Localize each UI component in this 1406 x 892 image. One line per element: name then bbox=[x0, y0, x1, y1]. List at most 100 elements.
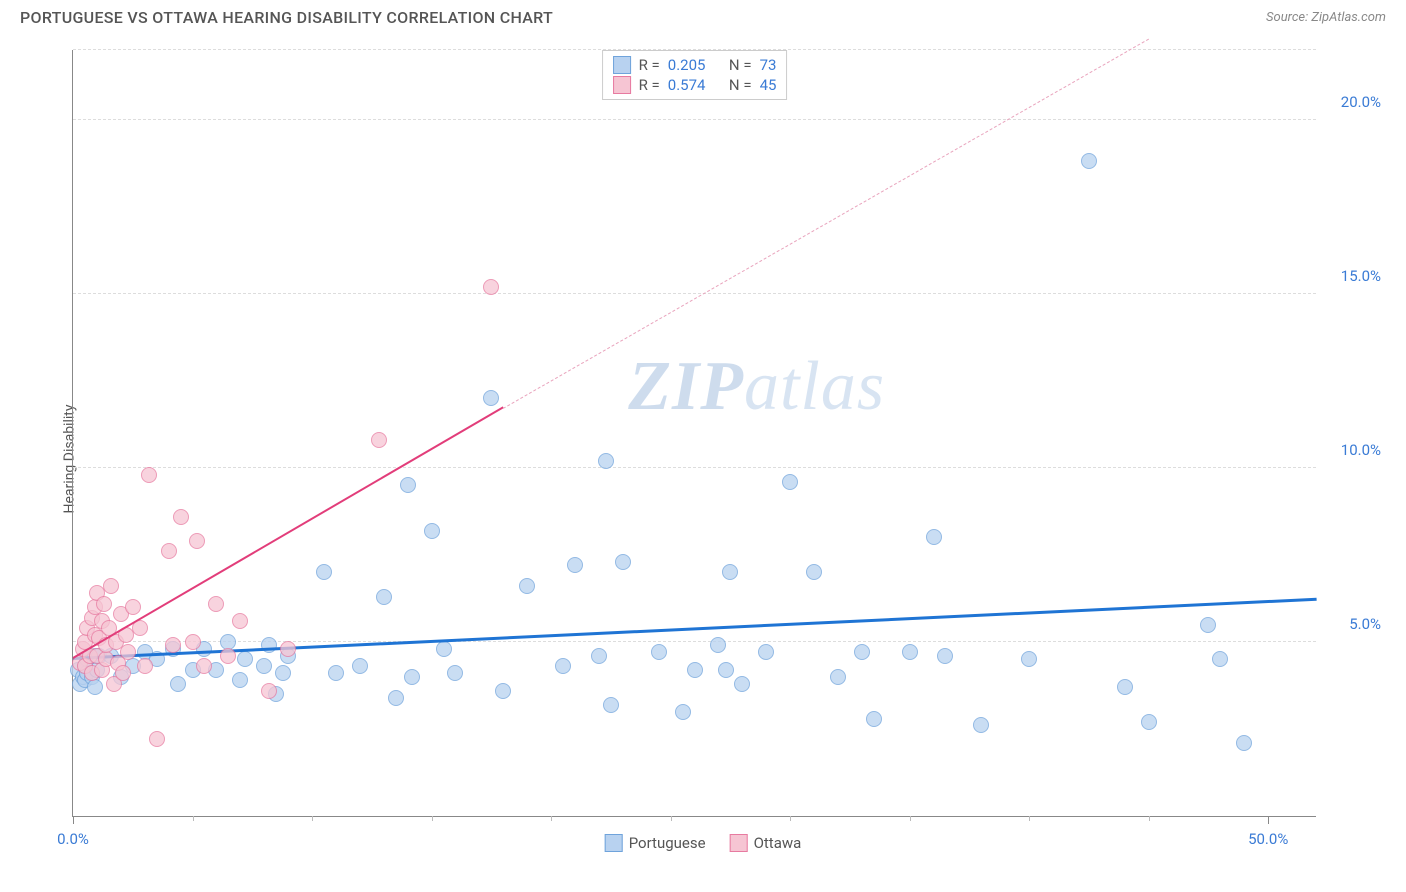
data-point bbox=[782, 474, 798, 490]
data-point bbox=[125, 599, 141, 615]
x-tick-minor bbox=[1149, 816, 1150, 821]
data-point bbox=[1141, 714, 1157, 730]
data-point bbox=[1021, 651, 1037, 667]
x-tick-minor bbox=[790, 816, 791, 821]
source-label: Source: ZipAtlas.com bbox=[1266, 10, 1386, 25]
data-point bbox=[388, 690, 404, 706]
data-point bbox=[675, 704, 691, 720]
x-tick-minor bbox=[551, 816, 552, 821]
r-value: 0.205 bbox=[668, 56, 706, 74]
data-point bbox=[722, 564, 738, 580]
legend-item: Portuguese bbox=[605, 834, 706, 852]
data-point bbox=[161, 543, 177, 559]
data-point bbox=[208, 596, 224, 612]
data-point bbox=[806, 564, 822, 580]
data-point bbox=[424, 523, 440, 539]
data-point bbox=[598, 453, 614, 469]
gridline bbox=[73, 119, 1316, 120]
data-point bbox=[447, 665, 463, 681]
gridline bbox=[73, 641, 1316, 642]
gridline bbox=[73, 293, 1316, 294]
data-point bbox=[436, 641, 452, 657]
data-point bbox=[603, 697, 619, 713]
legend-stat-row: R = 0.205 N = 73 bbox=[613, 55, 777, 75]
data-point bbox=[718, 662, 734, 678]
trend-line bbox=[73, 598, 1317, 660]
data-point bbox=[173, 509, 189, 525]
x-tick-minor bbox=[671, 816, 672, 821]
x-tick-minor bbox=[312, 816, 313, 821]
n-value: 45 bbox=[760, 76, 777, 94]
data-point bbox=[404, 669, 420, 685]
n-label: N = bbox=[729, 76, 752, 94]
data-point bbox=[103, 578, 119, 594]
data-point bbox=[232, 672, 248, 688]
plot-area: ZIPatlas R =0.205 N =73R =0.574 N =45 5.… bbox=[72, 50, 1316, 817]
x-tick bbox=[1268, 816, 1269, 824]
data-point bbox=[280, 641, 296, 657]
data-point bbox=[149, 731, 165, 747]
data-point bbox=[376, 589, 392, 605]
data-point bbox=[137, 658, 153, 674]
legend-swatch bbox=[613, 56, 631, 74]
data-point bbox=[170, 676, 186, 692]
data-point bbox=[591, 648, 607, 664]
y-tick-label: 5.0% bbox=[1349, 615, 1381, 633]
data-point bbox=[316, 564, 332, 580]
x-tick-minor bbox=[432, 816, 433, 821]
chart-container: Hearing Disability ZIPatlas R =0.205 N =… bbox=[20, 40, 1386, 877]
data-point bbox=[758, 644, 774, 660]
trend-line-extrapolated bbox=[503, 38, 1149, 408]
title-bar: PORTUGUESE VS OTTAWA HEARING DISABILITY … bbox=[0, 0, 1406, 31]
data-point bbox=[710, 637, 726, 653]
n-value: 73 bbox=[760, 56, 777, 74]
watermark: ZIPatlas bbox=[628, 347, 885, 427]
data-point bbox=[275, 665, 291, 681]
data-point bbox=[352, 658, 368, 674]
data-point bbox=[519, 578, 535, 594]
correlation-legend: R =0.205 N =73R =0.574 N =45 bbox=[602, 50, 788, 100]
data-point bbox=[926, 529, 942, 545]
data-point bbox=[261, 683, 277, 699]
data-point bbox=[256, 658, 272, 674]
legend-item: Ottawa bbox=[730, 834, 802, 852]
data-point bbox=[185, 634, 201, 650]
data-point bbox=[220, 648, 236, 664]
x-tick-minor bbox=[1029, 816, 1030, 821]
r-label: R = bbox=[639, 56, 660, 74]
data-point bbox=[615, 554, 631, 570]
data-point bbox=[866, 711, 882, 727]
gridline bbox=[73, 467, 1316, 468]
data-point bbox=[87, 679, 103, 695]
legend-label: Ottawa bbox=[754, 834, 802, 852]
r-label: R = bbox=[639, 76, 660, 94]
legend-label: Portuguese bbox=[629, 834, 706, 852]
data-point bbox=[651, 644, 667, 660]
x-tick-label: 0.0% bbox=[57, 830, 89, 848]
data-point bbox=[902, 644, 918, 660]
legend-swatch bbox=[613, 76, 631, 94]
data-point bbox=[328, 665, 344, 681]
x-tick bbox=[73, 816, 74, 824]
trend-line bbox=[72, 406, 504, 659]
data-point bbox=[567, 557, 583, 573]
data-point bbox=[1236, 735, 1252, 751]
data-point bbox=[237, 651, 253, 667]
data-point bbox=[973, 717, 989, 733]
x-tick-label: 50.0% bbox=[1248, 830, 1288, 848]
data-point bbox=[687, 662, 703, 678]
legend-stat-row: R =0.574 N =45 bbox=[613, 75, 777, 95]
data-point bbox=[483, 279, 499, 295]
data-point bbox=[141, 467, 157, 483]
legend-swatch bbox=[605, 834, 623, 852]
data-point bbox=[555, 658, 571, 674]
data-point bbox=[232, 613, 248, 629]
y-tick-label: 10.0% bbox=[1341, 441, 1381, 459]
series-legend: Portuguese Ottawa bbox=[605, 834, 802, 852]
data-point bbox=[1117, 679, 1133, 695]
data-point bbox=[1212, 651, 1228, 667]
n-label: N = bbox=[729, 56, 752, 74]
x-tick-minor bbox=[910, 816, 911, 821]
legend-swatch bbox=[730, 834, 748, 852]
data-point bbox=[96, 596, 112, 612]
